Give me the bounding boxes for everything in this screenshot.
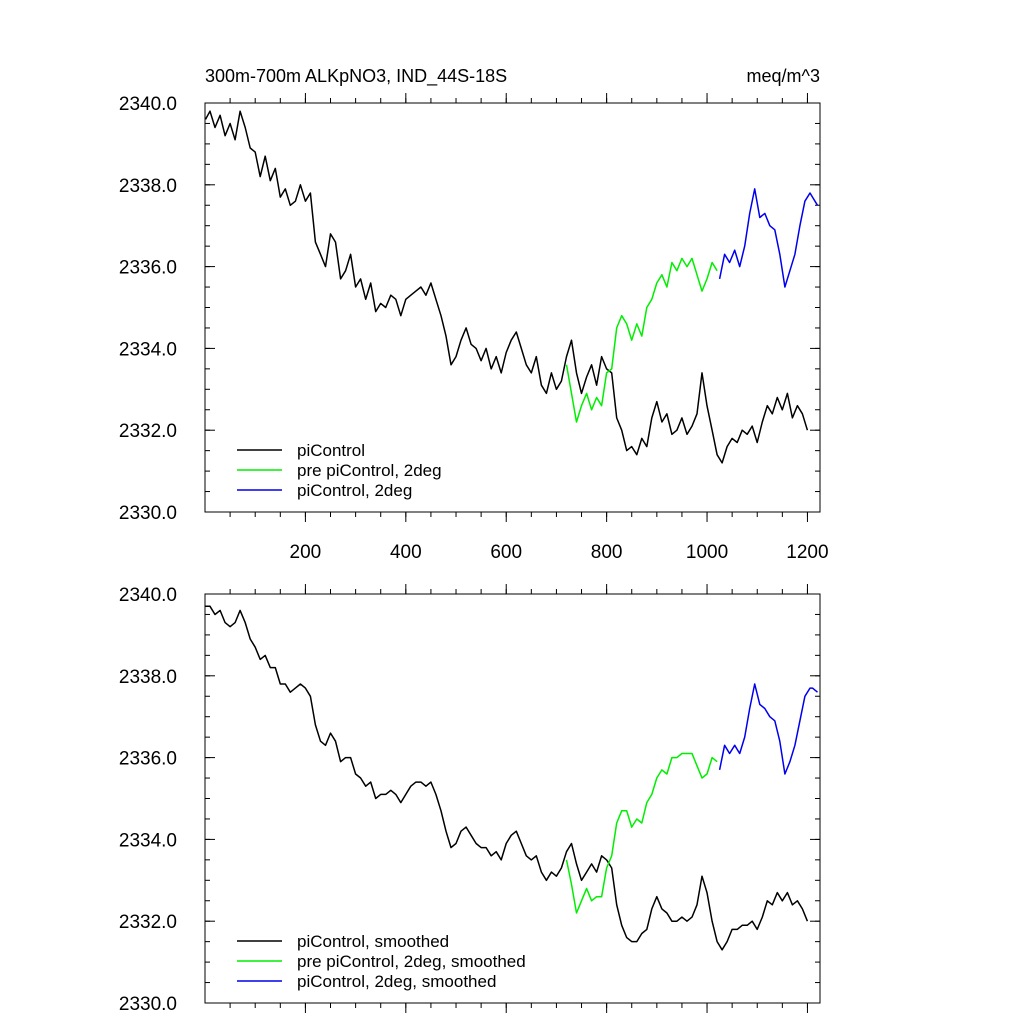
legend-label: piControl <box>297 441 365 460</box>
legend-label: piControl, 2deg <box>297 481 412 500</box>
plot-frame <box>204 102 821 513</box>
series-line <box>205 605 809 951</box>
series-line <box>565 257 718 423</box>
y-tick-label: 2336.0 <box>119 258 177 279</box>
series-line <box>204 110 809 464</box>
x-tick-label: 1000 <box>686 542 728 563</box>
x-tick-label: 400 <box>390 542 422 563</box>
series-line <box>565 752 718 914</box>
x-tick-label: 1200 <box>786 542 828 563</box>
legend-label: piControl, smoothed <box>297 932 449 951</box>
y-tick-label: 2338.0 <box>119 667 177 688</box>
y-tick-label: 2330.0 <box>119 503 177 524</box>
units-label: meq/m^3 <box>747 66 820 86</box>
series-group <box>205 605 818 951</box>
y-tick-label: 2332.0 <box>119 912 177 933</box>
axis-ticks: 2330.0 2332.0 2334.0 2336.0 2338.0 2340.0 200 4… <box>119 93 829 563</box>
y-tick-label: 2334.0 <box>119 830 177 851</box>
y-tick-label: 2330.0 <box>119 994 177 1015</box>
y-tick-label: 2340.0 <box>119 585 177 606</box>
y-tick-label: 2340.0 <box>119 94 177 115</box>
series-group <box>204 110 819 464</box>
x-tick-label: 800 <box>591 542 623 563</box>
legend-label: pre piControl, 2deg, smoothed <box>297 952 526 971</box>
axis-ticks: 2330.0 2332.0 2334.0 2336.0 2338.0 2340.0 <box>119 584 820 1015</box>
series-line <box>718 188 819 288</box>
y-tick-label: 2336.0 <box>119 749 177 770</box>
y-tick-label: 2332.0 <box>119 421 177 442</box>
plot-frame <box>204 593 821 1004</box>
chart-title: 300m-700m ALKpNO3, IND_44S-18S <box>205 66 507 87</box>
x-tick-label: 200 <box>290 542 322 563</box>
y-tick-label: 2334.0 <box>119 339 177 360</box>
x-tick-label: 600 <box>490 542 522 563</box>
legend-label: pre piControl, 2deg <box>297 461 442 480</box>
legend-label: piControl, 2deg, smoothed <box>297 972 496 991</box>
series-line <box>718 683 818 775</box>
top-panel: 300m-700m ALKpNO3, IND_44S-18S meq/m^3 2… <box>119 66 829 563</box>
bottom-panel: 2330.0 2332.0 2334.0 2336.0 2338.0 2340.0 piC… <box>119 584 821 1015</box>
y-tick-label: 2338.0 <box>119 176 177 197</box>
